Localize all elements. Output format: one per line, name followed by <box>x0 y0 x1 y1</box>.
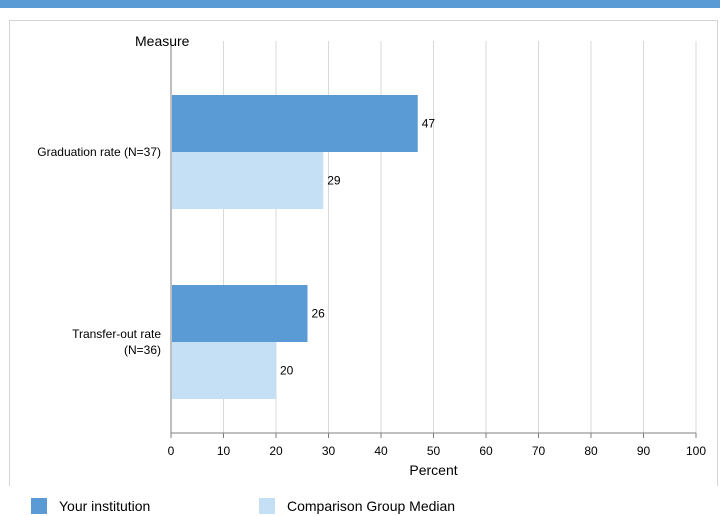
y-axis-title: Measure <box>135 33 190 49</box>
bar-comparison-median <box>172 342 276 399</box>
legend-item-your-institution: Your institution <box>31 498 150 514</box>
data-label: 26 <box>312 307 326 321</box>
x-tick-label: 90 <box>637 444 651 458</box>
bar-chart: 0 10 20 30 40 50 60 70 80 90 100 Measure Percent Grad… <box>37 33 706 478</box>
bar-your-institution <box>172 95 418 152</box>
top-accent-bar <box>0 0 720 8</box>
x-tick-label: 0 <box>168 444 175 458</box>
x-tick-label: 50 <box>427 444 441 458</box>
x-axis-title: Percent <box>409 462 457 478</box>
category-label: Transfer-out rate <box>72 327 161 341</box>
x-tick-label: 30 <box>322 444 336 458</box>
x-tick-label: 40 <box>374 444 388 458</box>
x-tick-label: 80 <box>584 444 598 458</box>
x-tick-label: 10 <box>217 444 231 458</box>
category-label: (N=36) <box>124 343 161 357</box>
data-label: 47 <box>422 117 436 131</box>
legend-swatch <box>259 498 275 514</box>
legend-label: Comparison Group Median <box>287 498 456 514</box>
data-label: 29 <box>327 174 341 188</box>
x-tick-label: 20 <box>269 444 283 458</box>
legend-swatch <box>31 498 47 514</box>
x-tick-label: 60 <box>479 444 493 458</box>
chart-legend: Your institution Comparison Group Median <box>0 486 720 516</box>
bar-your-institution <box>172 285 308 342</box>
legend-label: Your institution <box>59 498 151 514</box>
category-label: Graduation rate (N=37) <box>37 145 161 159</box>
x-tick-label: 70 <box>532 444 546 458</box>
bar-comparison-median <box>172 152 324 209</box>
x-tick-label: 100 <box>686 444 706 458</box>
data-label: 20 <box>280 364 294 378</box>
legend-item-comparison-median: Comparison Group Median <box>259 498 455 514</box>
